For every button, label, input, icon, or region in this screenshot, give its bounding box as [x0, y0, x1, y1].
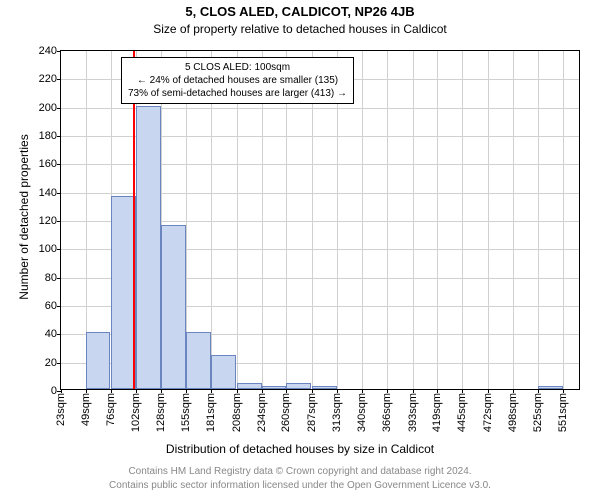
info-box-line-3: 73% of semi-detached houses are larger (… — [128, 87, 347, 100]
histogram-bar — [286, 383, 311, 389]
y-tick-label: 20 — [45, 357, 61, 369]
x-tick-label: 472sqm — [482, 389, 494, 432]
gridline-vertical — [488, 51, 489, 389]
page-subtitle: Size of property relative to detached ho… — [0, 22, 600, 36]
x-tick-label: 340sqm — [356, 389, 368, 432]
x-axis-label: Distribution of detached houses by size … — [0, 442, 600, 456]
y-tick-label: 160 — [39, 158, 61, 170]
gridline-vertical — [362, 51, 363, 389]
y-tick-label: 100 — [39, 243, 61, 255]
histogram-bar — [186, 332, 211, 389]
plot-area: 02040608010012014016018020022024023sqm49… — [60, 50, 580, 390]
x-tick-label: 525sqm — [532, 389, 544, 432]
x-tick-label: 23sqm — [55, 389, 67, 426]
y-tick-label: 140 — [39, 187, 61, 199]
page-title: 5, CLOS ALED, CALDICOT, NP26 4JB — [0, 4, 600, 19]
x-tick-label: 49sqm — [80, 389, 92, 426]
x-tick-label: 234sqm — [256, 389, 268, 432]
y-axis-label: Number of detached properties — [17, 117, 31, 317]
gridline-vertical — [563, 51, 564, 389]
histogram-bar — [538, 386, 563, 389]
x-tick-label: 208sqm — [231, 389, 243, 432]
histogram-bar — [237, 383, 262, 389]
chart-container: 5, CLOS ALED, CALDICOT, NP26 4JB Size of… — [0, 0, 600, 500]
gridline-vertical — [387, 51, 388, 389]
histogram-bar — [211, 355, 236, 389]
gridline-vertical — [462, 51, 463, 389]
gridline-vertical — [437, 51, 438, 389]
x-tick-label: 551sqm — [557, 389, 569, 432]
x-tick-label: 181sqm — [205, 389, 217, 432]
x-tick-label: 155sqm — [180, 389, 192, 432]
info-box-line-1: 5 CLOS ALED: 100sqm — [128, 61, 347, 74]
y-tick-label: 180 — [39, 130, 61, 142]
y-tick-label: 60 — [45, 300, 61, 312]
histogram-bar — [262, 386, 287, 389]
x-tick-label: 419sqm — [431, 389, 443, 432]
footer-line-1: Contains HM Land Registry data © Crown c… — [0, 466, 600, 477]
x-tick-label: 260sqm — [280, 389, 292, 432]
y-tick-label: 200 — [39, 102, 61, 114]
x-tick-label: 498sqm — [507, 389, 519, 432]
histogram-bar — [136, 106, 161, 389]
histogram-bar — [86, 332, 111, 389]
gridline-vertical — [538, 51, 539, 389]
x-tick-label: 366sqm — [381, 389, 393, 432]
x-tick-label: 445sqm — [456, 389, 468, 432]
y-tick-label: 240 — [39, 45, 61, 57]
x-tick-label: 102sqm — [130, 389, 142, 432]
gridline-vertical — [413, 51, 414, 389]
gridline-vertical — [513, 51, 514, 389]
y-tick-label: 40 — [45, 328, 61, 340]
y-tick-label: 80 — [45, 272, 61, 284]
info-box-line-2: ← 24% of detached houses are smaller (13… — [128, 74, 347, 87]
histogram-bar — [161, 225, 186, 389]
x-tick-label: 76sqm — [105, 389, 117, 426]
x-tick-label: 128sqm — [155, 389, 167, 432]
y-tick-label: 220 — [39, 73, 61, 85]
y-tick-label: 120 — [39, 215, 61, 227]
x-tick-label: 313sqm — [331, 389, 343, 432]
info-box: 5 CLOS ALED: 100sqm← 24% of detached hou… — [121, 57, 354, 104]
x-tick-label: 287sqm — [306, 389, 318, 432]
footer-line-2: Contains public sector information licen… — [0, 480, 600, 491]
x-tick-label: 393sqm — [407, 389, 419, 432]
histogram-bar — [312, 386, 337, 389]
